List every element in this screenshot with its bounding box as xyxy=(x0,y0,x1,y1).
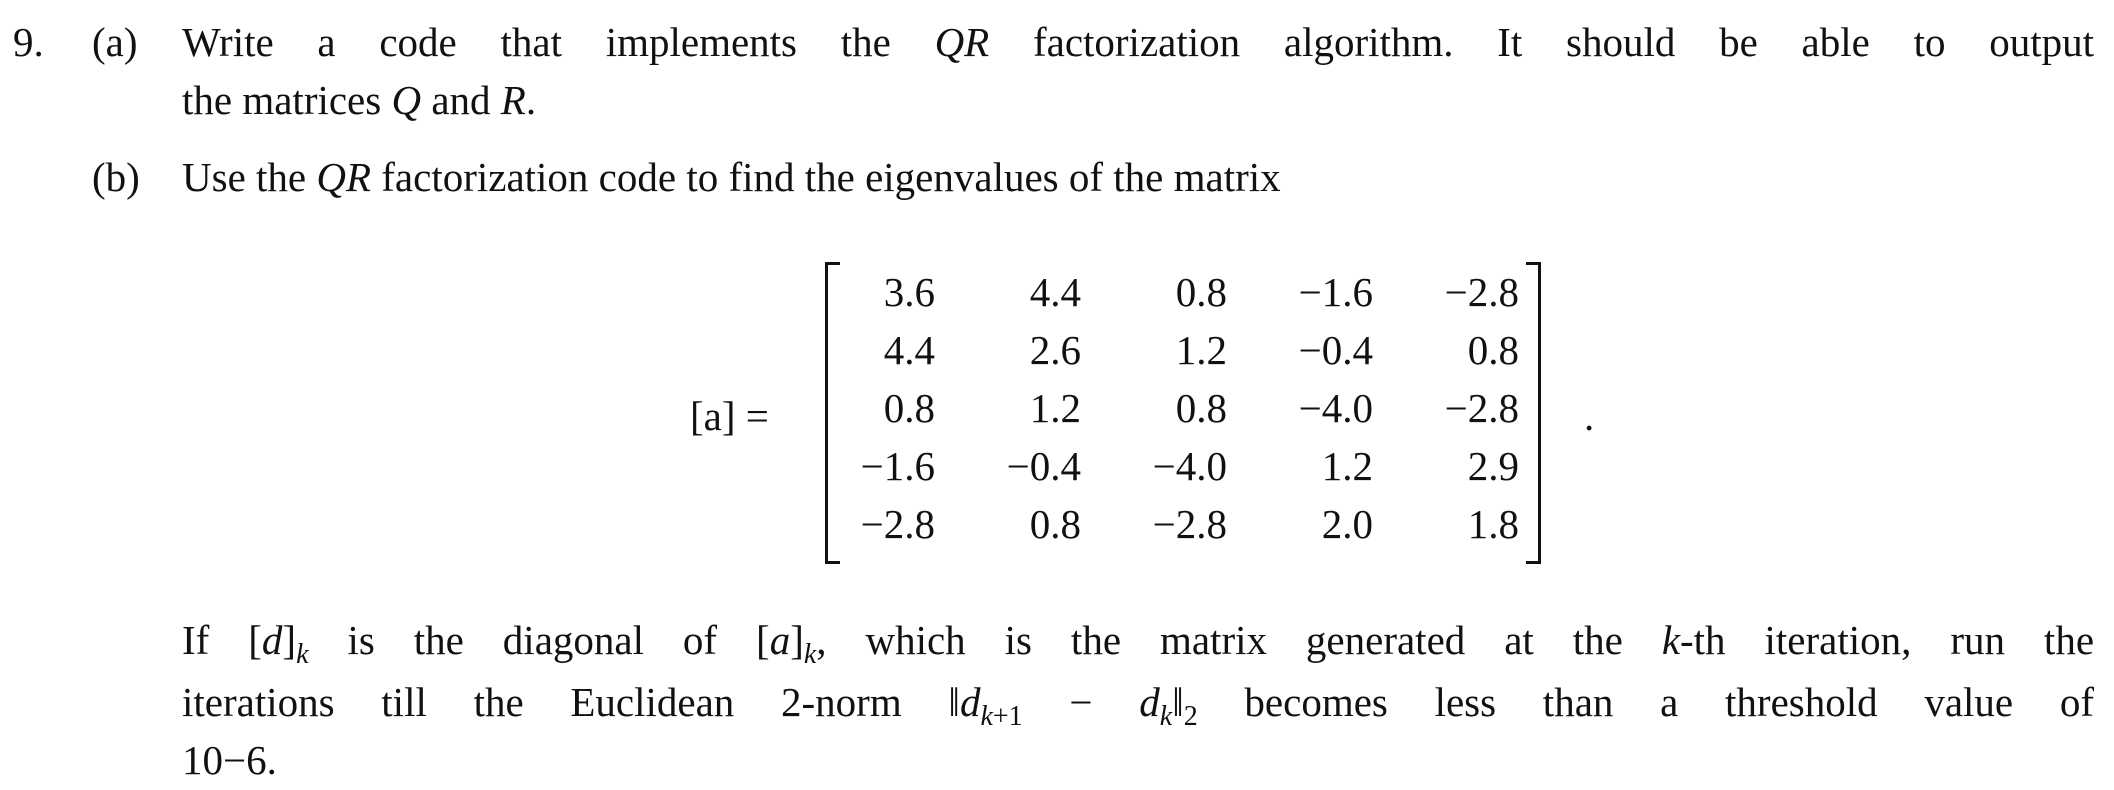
matrix-a: 3.6 4.4 0.8 −1.6 −2.8 4.4 2.6 1.2 −0.4 0.8 0.8 1.2 0… xyxy=(825,262,1541,564)
problem-number: 9. xyxy=(13,19,44,65)
part-a-label: (a) xyxy=(92,19,138,65)
matrix-cell: −0.4 xyxy=(1298,327,1373,373)
matrix-cell: 1.2 xyxy=(1321,443,1373,489)
matrix-cell: 2.0 xyxy=(1321,501,1373,547)
matrix-cell: 3.6 xyxy=(883,269,935,315)
matrix-cell: −1.6 xyxy=(860,443,935,489)
matrix-cell: −2.8 xyxy=(1444,269,1519,315)
matrix-cell: −1.6 xyxy=(1298,269,1373,315)
part-b-label: (b) xyxy=(92,154,140,200)
matrix-cell: −4.0 xyxy=(1152,443,1227,489)
matrix-cell: 0.8 xyxy=(1175,385,1227,431)
matrix-cell: 4.4 xyxy=(1029,269,1081,315)
left-bracket xyxy=(825,262,840,564)
matrix-cell: 1.2 xyxy=(1029,385,1081,431)
right-bracket xyxy=(1526,262,1541,564)
para-line2: iterations till the Euclidean 2-norm ‖dk… xyxy=(182,679,2094,733)
matrix-cell: 0.8 xyxy=(1029,501,1081,547)
matrix-cell: −2.8 xyxy=(1444,385,1519,431)
part-b-intro: Use the QR factorization code to find th… xyxy=(182,154,1281,200)
matrix-cell: 1.2 xyxy=(1175,327,1227,373)
matrix-cell: −2.8 xyxy=(1152,501,1227,547)
part-a-line2: the matrices Q and R. xyxy=(182,77,537,123)
para-line1: If [d]k is the diagonal of [a]k, which i… xyxy=(182,617,2095,671)
matrix-cell: 2.6 xyxy=(1029,327,1081,373)
matrix-cell: −0.4 xyxy=(1006,443,1081,489)
matrix-cell: 2.9 xyxy=(1467,443,1519,489)
matrix-cell: −2.8 xyxy=(860,501,935,547)
matrix-cell: 1.8 xyxy=(1467,501,1519,547)
matrix-cell: −4.0 xyxy=(1298,385,1373,431)
matrix-cell: 0.8 xyxy=(883,385,935,431)
para-line3: 10−6. xyxy=(182,737,277,783)
matrix-cell: 0.8 xyxy=(1175,269,1227,315)
matrix-label: [a] = xyxy=(690,393,769,439)
part-a-line1: Write a code that implements the QR fact… xyxy=(182,19,2094,65)
matrix-cell: 0.8 xyxy=(1467,327,1519,373)
matrix-period: . xyxy=(1584,393,1595,439)
matrix-cell: 4.4 xyxy=(883,327,935,373)
